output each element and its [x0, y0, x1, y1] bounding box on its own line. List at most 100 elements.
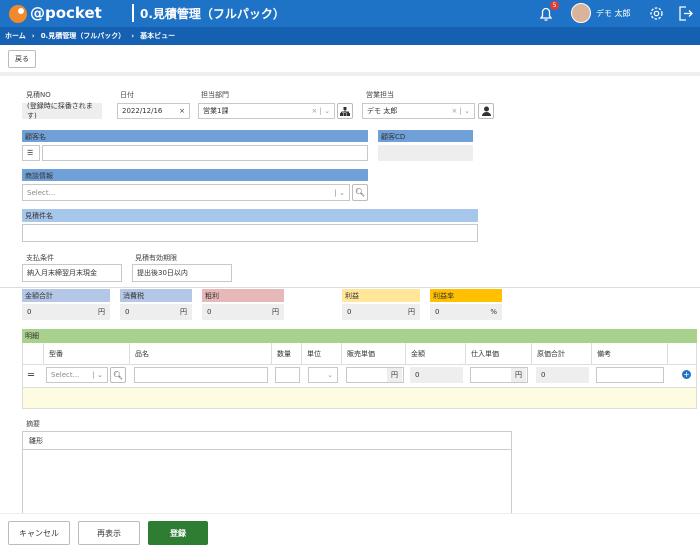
summary-header: 粗利 — [202, 289, 284, 302]
date-value: 2022/12/16 — [122, 107, 163, 115]
column-header: 金額 — [406, 343, 466, 364]
summary-header: 消費税 — [120, 289, 192, 302]
column-header: 仕入単価 — [466, 343, 532, 364]
column-header: 型番 — [44, 343, 130, 364]
unit: 円 — [408, 308, 415, 316]
unit-select[interactable]: ⌄ — [308, 367, 338, 383]
chevron: | ⌄ — [334, 188, 345, 197]
customer-input[interactable] — [42, 145, 368, 161]
bell-icon[interactable] — [538, 5, 554, 22]
org-button[interactable] — [337, 103, 353, 119]
cost-input[interactable]: 円 — [470, 367, 528, 383]
org-icon — [340, 106, 350, 116]
validity[interactable]: 提出後30日以内 — [132, 264, 232, 282]
clear-icon[interactable]: × — [179, 107, 185, 115]
column-header: 単位 — [302, 343, 342, 364]
page-title: 0.見積管理（フルパック） — [140, 7, 285, 21]
summary-header: 利益 — [342, 289, 420, 302]
section-header: 明細 — [22, 329, 697, 343]
submit-button[interactable]: 登録 — [148, 521, 208, 545]
section-header: 見積件名 — [22, 209, 478, 222]
breadcrumb-item[interactable]: 0.見積管理（フルパック） — [40, 32, 126, 40]
person-button[interactable] — [478, 103, 494, 119]
row-line — [22, 364, 697, 365]
clear-icon[interactable]: × | ⌄ — [451, 107, 470, 115]
drag-handle[interactable]: ═ — [28, 370, 35, 381]
label: 摘要 — [26, 420, 40, 428]
payment-terms[interactable]: 納入月末締翌月末現金 — [22, 264, 122, 282]
cancel-button[interactable]: キャンセル — [8, 521, 70, 545]
breadcrumb-item: 基本ビュー — [140, 32, 176, 40]
column-header: 販売単価 — [342, 343, 406, 364]
label: 支払条件 — [26, 254, 54, 262]
separator — [0, 72, 700, 76]
badge: 5 — [550, 1, 559, 10]
column-header: 品名 — [130, 343, 272, 364]
empty-row — [23, 387, 696, 408]
customer-cd — [378, 145, 473, 161]
list-search-button[interactable]: ☰ — [22, 145, 40, 161]
name-input[interactable] — [134, 367, 268, 383]
value: 0 — [207, 308, 212, 316]
summary-value: 0% — [430, 304, 502, 320]
breadcrumb-item[interactable]: ホーム — [5, 32, 26, 40]
column-header: 備考 — [592, 343, 668, 364]
section-header: 顧客CD — [378, 130, 473, 142]
add-row-button[interactable]: + — [682, 370, 691, 379]
template-header[interactable]: 雛形 — [22, 431, 512, 450]
chevron: | ⌄ — [92, 371, 103, 379]
amount: 0 — [410, 367, 463, 383]
unit: 円 — [98, 308, 105, 316]
department-value: 営業1課 — [203, 107, 229, 115]
value: 0 — [347, 308, 352, 316]
placeholder: Select... — [51, 371, 80, 379]
logo-icon — [9, 5, 27, 23]
department-select[interactable]: 営業1課 × | ⌄ — [198, 103, 335, 119]
clear-icon[interactable]: × | ⌄ — [311, 107, 330, 115]
avatar[interactable] — [571, 3, 591, 23]
note-input[interactable] — [596, 367, 664, 383]
separator — [0, 287, 700, 288]
label: 見積有効期限 — [135, 254, 177, 262]
settings-icon[interactable] — [648, 5, 665, 22]
search-button[interactable]: 🔍︎ — [352, 184, 368, 201]
unit: 円 — [387, 368, 402, 382]
subject-input[interactable] — [22, 224, 478, 242]
value: 0 — [435, 308, 440, 316]
top-bar: @pocket 0.見積管理（フルパック） 5 デモ 太郎 — [0, 0, 700, 27]
back-button[interactable]: 戻る — [8, 50, 36, 68]
section-header: 商談情報 — [22, 169, 368, 181]
summary-header: 金額合計 — [22, 289, 110, 302]
estimate-no: (登録時に採番されます) — [22, 102, 102, 120]
model-select[interactable]: Select... | ⌄ — [46, 367, 108, 383]
table-cell — [22, 343, 44, 364]
logo[interactable]: @pocket — [30, 4, 102, 22]
refresh-button[interactable]: 再表示 — [78, 521, 140, 545]
qty-input[interactable] — [275, 367, 300, 383]
label: 見積NO — [26, 91, 51, 99]
person-icon — [481, 106, 491, 116]
separator: › — [131, 32, 135, 40]
summary-header: 利益率 — [430, 289, 502, 302]
value: 0 — [27, 308, 32, 316]
date-input[interactable]: 2022/12/16 × — [117, 103, 190, 119]
details-table — [22, 343, 697, 409]
search-button[interactable]: 🔍︎ — [110, 367, 126, 383]
sales-rep-select[interactable]: デモ 太郎 × | ⌄ — [362, 103, 475, 119]
logout-icon[interactable] — [678, 5, 694, 22]
divider — [132, 4, 134, 22]
price-input[interactable]: 円 — [346, 367, 404, 383]
breadcrumb: ホーム › 0.見積管理（フルパック） › 基本ビュー — [0, 27, 700, 45]
user-name[interactable]: デモ 太郎 — [596, 9, 631, 18]
sales-rep-value: デモ 太郎 — [367, 107, 398, 115]
cost-total: 0 — [536, 367, 589, 383]
deal-select[interactable]: Select... | ⌄ — [22, 184, 350, 201]
placeholder: Select... — [27, 188, 56, 197]
value: 0 — [125, 308, 130, 316]
